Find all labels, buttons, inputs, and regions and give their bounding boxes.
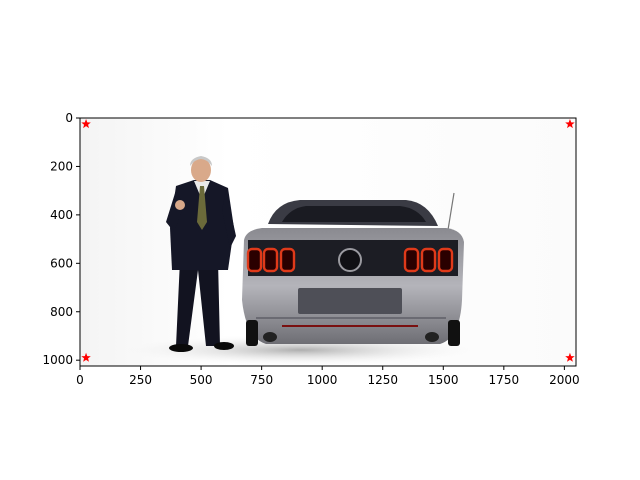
plot-frame <box>79 117 577 367</box>
background-photo <box>80 118 576 366</box>
y-tick-label: 200 <box>50 159 73 173</box>
y-tick-label: 400 <box>50 208 73 222</box>
x-tick-label: 500 <box>190 373 213 387</box>
x-tick-label: 1750 <box>489 373 520 387</box>
y-tick-label: 0 <box>65 111 73 125</box>
car-rear-icon <box>242 192 464 346</box>
x-tick-label: 750 <box>250 373 273 387</box>
y-tick-label: 800 <box>50 305 73 319</box>
y-tick-label: 600 <box>50 256 73 270</box>
x-tick-label: 1250 <box>367 373 398 387</box>
x-tick-label: 1000 <box>307 373 338 387</box>
x-tick-label: 1500 <box>428 373 459 387</box>
star-marker <box>565 352 575 362</box>
axes: 0 250 500 750 1000 1250 1500 1750 2000 0 200 400 600… <box>42 111 579 387</box>
star-marker <box>565 119 575 129</box>
x-tick-label: 2000 <box>549 373 580 387</box>
y-tick-label: 1000 <box>42 353 73 367</box>
x-tick-label: 0 <box>76 373 84 387</box>
star-marker <box>81 352 91 362</box>
man-figure-icon <box>166 156 236 352</box>
x-tick-label: 250 <box>129 373 152 387</box>
star-marker <box>81 119 91 129</box>
data-markers <box>81 119 575 362</box>
